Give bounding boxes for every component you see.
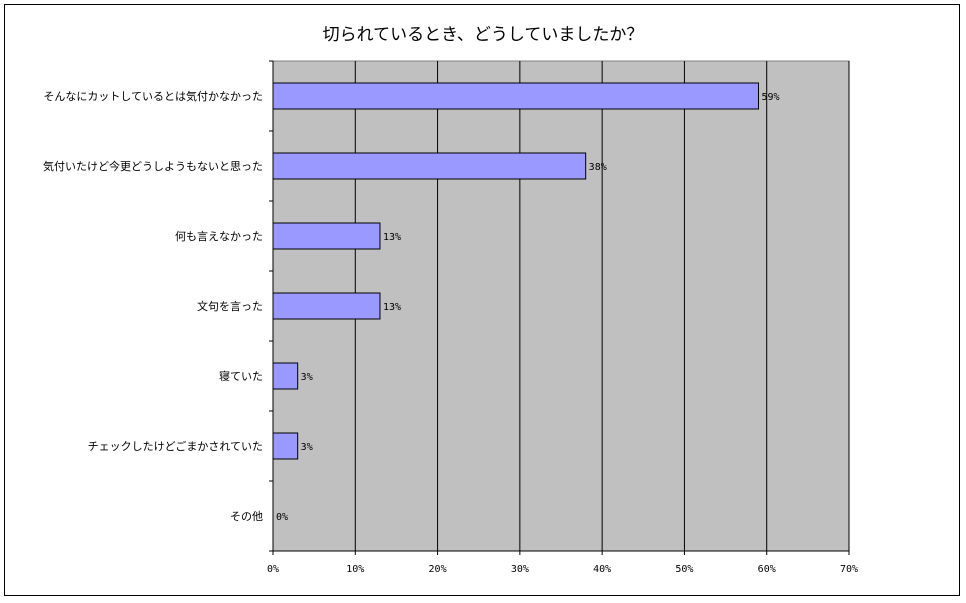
bar bbox=[272, 362, 299, 390]
category-label: 気付いたけど今更どうしようもないと思った bbox=[43, 159, 263, 173]
data-label: 3% bbox=[301, 372, 313, 383]
data-label: 38% bbox=[589, 162, 607, 173]
x-tick-label: 50% bbox=[675, 564, 693, 575]
x-tick-label: 70% bbox=[840, 564, 858, 575]
data-label: 13% bbox=[383, 232, 401, 243]
data-label: 59% bbox=[761, 92, 779, 103]
category-label: 何も言えなかった bbox=[175, 230, 263, 243]
chart-title: 切られているとき、どうしていましたか？ bbox=[322, 25, 644, 45]
bar bbox=[272, 432, 299, 460]
bar bbox=[272, 292, 381, 320]
bar bbox=[272, 152, 587, 180]
x-tick-label: 10% bbox=[346, 564, 364, 575]
plot-area: 59% 38% 13% 13% 3% 3% 0% そんなにカットしているとは気付かなかった気付… bbox=[43, 60, 858, 575]
category-label: チェックしたけどごまかされていた bbox=[88, 439, 263, 453]
data-label: 3% bbox=[301, 442, 313, 453]
category-label: その他 bbox=[230, 510, 263, 523]
bar bbox=[272, 82, 759, 110]
data-label: 0% bbox=[276, 512, 288, 523]
x-tick-label: 20% bbox=[429, 564, 447, 575]
x-tick-label: 30% bbox=[511, 564, 529, 575]
category-label: そんなにカットしているとは気付かなかった bbox=[43, 89, 263, 103]
x-tick-label: 60% bbox=[758, 564, 776, 575]
category-label: 文句を言った bbox=[197, 299, 263, 313]
category-label: 寝ていた bbox=[219, 369, 263, 383]
x-tick-label: 40% bbox=[593, 564, 611, 575]
x-tick-label: 0% bbox=[267, 564, 279, 575]
bar bbox=[272, 222, 381, 250]
data-label: 13% bbox=[383, 302, 401, 313]
